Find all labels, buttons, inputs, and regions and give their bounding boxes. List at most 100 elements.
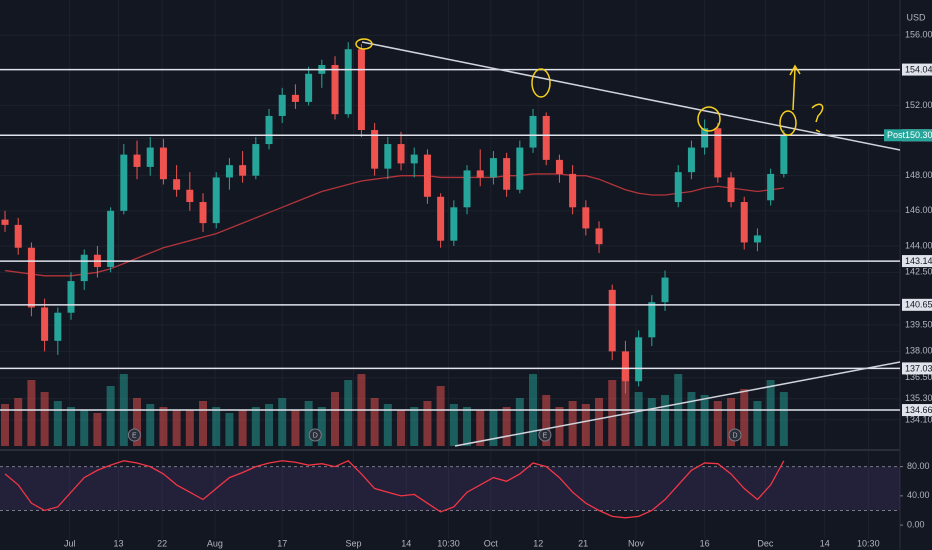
volume-bar xyxy=(383,404,392,446)
x-tick-label: 10:30 xyxy=(857,538,880,548)
candle-body xyxy=(173,179,181,190)
candle-body xyxy=(780,135,788,174)
volume-bar xyxy=(621,368,630,446)
volume-bar xyxy=(212,407,221,446)
volume-bar xyxy=(93,413,102,446)
level-label: 154.04 xyxy=(905,64,932,74)
candle-body xyxy=(186,189,194,203)
volume-bar xyxy=(661,395,670,446)
level-label-box xyxy=(902,255,932,268)
x-tick-label: 17 xyxy=(277,538,287,548)
y-tick-label: 156.00 xyxy=(905,30,932,40)
candle-body xyxy=(687,147,695,173)
post-text: Post xyxy=(887,130,906,140)
level-label-box xyxy=(902,63,932,76)
volume-bar xyxy=(331,392,340,446)
candle-body xyxy=(291,94,299,102)
x-tick-label: 14 xyxy=(820,538,830,548)
candle-body xyxy=(450,207,458,241)
trendline xyxy=(454,361,901,447)
x-tick-label: 16 xyxy=(700,538,710,548)
event-label: E xyxy=(543,432,548,439)
volume-bar xyxy=(370,398,379,446)
candle-body xyxy=(54,312,62,341)
candle-body xyxy=(80,254,88,282)
event-marker xyxy=(728,428,742,442)
volume-bar xyxy=(172,410,181,446)
candle-body xyxy=(159,147,167,180)
event-marker xyxy=(127,428,141,442)
candle-body xyxy=(516,147,524,190)
level-label: 137.03 xyxy=(905,363,932,373)
event-label: D xyxy=(313,432,318,439)
hand-drawing xyxy=(355,38,824,136)
volume-bar xyxy=(238,410,247,446)
candle-body xyxy=(67,281,75,313)
candle-body xyxy=(27,247,35,308)
y-tick-label: 148.00 xyxy=(905,170,932,180)
candle-body xyxy=(542,115,550,160)
candle-body xyxy=(437,196,445,241)
candle-body xyxy=(278,94,286,116)
y-tick-label: 146.00 xyxy=(905,205,932,215)
stoch-tick-label: 80.00 xyxy=(907,461,930,471)
y-tick-label: 135.30 xyxy=(905,393,932,403)
x-tick-label: 10:30 xyxy=(437,538,460,548)
event-label: E xyxy=(132,432,137,439)
volume-bar xyxy=(251,407,260,446)
candle-body xyxy=(146,147,154,167)
candle-body xyxy=(529,115,537,148)
volume-bar xyxy=(410,407,419,446)
volume-bar xyxy=(595,398,604,446)
candle-body xyxy=(740,202,748,243)
candle-body xyxy=(423,154,431,197)
x-tick-label: Dec xyxy=(757,538,774,548)
candle-body xyxy=(476,170,484,178)
volume-bar xyxy=(67,407,76,446)
candle-body xyxy=(753,235,761,243)
candle-body xyxy=(595,228,603,245)
volume-bar xyxy=(53,401,62,446)
x-tick-label: 22 xyxy=(157,538,167,548)
y-tick-label: 139.50 xyxy=(905,319,932,329)
volume-bar xyxy=(40,392,49,446)
candle-body xyxy=(14,224,22,248)
volume-bar xyxy=(265,404,274,446)
volume-bar xyxy=(27,380,36,446)
x-tick-label: Jul xyxy=(64,538,76,548)
volume-bar xyxy=(687,392,696,446)
stoch-tick-label: 0.00 xyxy=(907,519,925,529)
y-tick-label: 134.10 xyxy=(905,414,932,424)
volume-bar xyxy=(185,410,194,446)
candle-body xyxy=(608,289,616,352)
volume-bar xyxy=(502,407,511,446)
volume-bar xyxy=(225,413,234,446)
y-tick-label: 144.00 xyxy=(905,240,932,250)
candle-body xyxy=(120,154,128,211)
candle-body xyxy=(569,173,577,208)
level-label-box xyxy=(902,298,932,311)
candle-body xyxy=(212,177,220,224)
event-marker xyxy=(308,428,322,442)
candle-body xyxy=(635,337,643,382)
volume-bar xyxy=(608,380,617,446)
candle-body xyxy=(265,115,273,145)
x-tick-label: Oct xyxy=(484,538,499,548)
volume-bar xyxy=(515,398,524,446)
volume-bar xyxy=(159,407,168,446)
candle-body xyxy=(648,302,656,338)
volume-bar xyxy=(713,401,722,446)
candle-body xyxy=(199,202,207,224)
volume-bar xyxy=(436,386,445,446)
volume-bar xyxy=(779,392,788,446)
volume-bar xyxy=(278,398,287,446)
candle-body xyxy=(1,219,9,225)
y-tick-label: 136.50 xyxy=(905,372,932,382)
candle-body xyxy=(344,49,352,115)
candle-body xyxy=(239,165,247,176)
candle-body xyxy=(727,177,735,203)
post-badge xyxy=(884,129,932,142)
volume-bar xyxy=(199,401,208,446)
